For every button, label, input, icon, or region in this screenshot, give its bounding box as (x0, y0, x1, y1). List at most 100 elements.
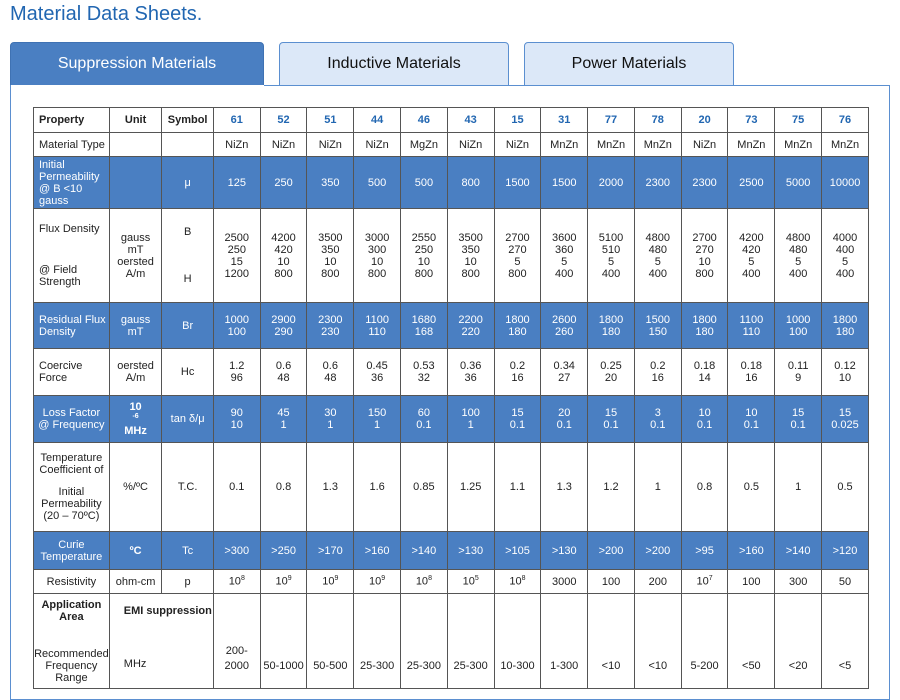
cell-value: 150 (648, 325, 667, 338)
resistivity-base: 10 (369, 575, 382, 588)
label-resistivity: Resistivity (33, 569, 110, 594)
flux-units: gauss mT oersted A/m (108, 208, 163, 303)
row-residual-flux-density: Residual Flux Density gauss mT Br 1000 10… (33, 302, 869, 349)
cell-temperature-coefficient: 1 (774, 442, 823, 532)
label-temperature-coefficient: Temperature Coefficient of Initial Perme… (33, 442, 110, 532)
label-line: Initial (58, 486, 85, 498)
cell-coercive-force: 0.2 16 (633, 348, 682, 396)
cell-initial-permeability: 1500 (540, 156, 589, 209)
resistivity-exponent: 8 (521, 575, 526, 583)
cell-loss-factor: 10 0.1 (727, 395, 776, 443)
cell-loss-factor: 30 1 (306, 395, 355, 443)
cell-resistivity: 109 (306, 569, 355, 594)
cell-value: 10 (698, 255, 711, 268)
cell-temperature-coefficient: 1.25 (446, 442, 495, 532)
label-line: Frequency (45, 659, 98, 672)
table-header-row: Property Unit Symbol 61 52 51 44 46 43 15 31 77 7… (33, 107, 869, 133)
label-line: Residual Flux (39, 313, 106, 326)
cell-value: 5 (561, 255, 568, 268)
cell-initial-permeability: 10000 (821, 156, 869, 209)
cell-value: 1500 (645, 313, 671, 326)
cell-flux-density: 5100 510 5 400 (587, 208, 635, 303)
label-coercive-force: Coercive Force (33, 348, 110, 396)
header-symbol: Symbol (161, 107, 214, 133)
label-residual-flux: Residual Flux Density (33, 302, 110, 349)
cell-temperature-coefficient: 1 (633, 442, 682, 532)
cell-frequency-range: 25-300 (400, 593, 448, 689)
coercive-units: oersted A/m (108, 348, 163, 396)
cell-value: 0.1 (696, 419, 713, 431)
cell-value: 1100 (739, 313, 764, 326)
cell-value: 420 (742, 243, 761, 256)
tab-panel: Property Unit Symbol 61 52 51 44 46 43 15 31 77 7… (10, 85, 890, 700)
cell-value: 4000 (832, 231, 858, 244)
cell-resistivity: 200 (633, 569, 682, 594)
flux-symbols: B H (161, 208, 214, 303)
label-line: Initial (39, 158, 65, 171)
cell-frequency-range: <10 (633, 593, 682, 689)
cell-value: 10 (698, 407, 711, 419)
cell-value: 0.11 (787, 360, 809, 372)
cell-value: 0.45 (366, 360, 388, 372)
cell-value: 1 (327, 419, 334, 431)
cell-value: 9 (795, 372, 802, 384)
cell-frequency-range: 200- 2000 (212, 593, 261, 689)
tab-suppression-materials[interactable]: Suppression Materials (10, 42, 264, 86)
cell-value: 800 (461, 267, 480, 280)
cell-value: 100 (461, 407, 480, 419)
cell-resistivity: 105 (446, 569, 495, 594)
cell-value: 3000 (364, 231, 390, 244)
cell-value: 0.1 (509, 419, 526, 431)
label-initial-permeability: Initial Permeability @ B <10 gauss (33, 156, 110, 209)
cell-value: 10 (230, 419, 243, 431)
resistivity-base: 50 (838, 575, 852, 588)
cell-coercive-force: 0.36 36 (446, 348, 495, 396)
cell-residual-flux: 2900 290 (259, 302, 308, 349)
cell-flux-density: 3000 300 10 800 (353, 208, 401, 303)
cell-resistivity: 50 (821, 569, 869, 594)
cell-temperature-coefficient: 0.1 (212, 442, 261, 532)
cell-value: 0.36 (459, 360, 482, 372)
cell-value: 290 (274, 325, 293, 338)
cell-resistivity: 100 (727, 569, 776, 594)
cell-residual-flux: 1800 180 (587, 302, 635, 349)
tab-power-materials[interactable]: Power Materials (524, 42, 734, 86)
cell-value: 400 (648, 267, 667, 280)
frequency-range-value: 5-200 (690, 660, 719, 672)
label-line: Application (41, 598, 102, 611)
cell-residual-flux: 1000 100 (774, 302, 823, 349)
cell-value: 48 (324, 372, 337, 384)
frequency-range-value: 200- 2000 (224, 645, 249, 672)
cell-value: 480 (788, 243, 808, 256)
cell-curie-temperature: >160 (727, 531, 776, 570)
cell-temperature-coefficient: 1.6 (353, 442, 401, 532)
cell-loss-factor: 10 0.1 (680, 395, 729, 443)
symbol-h: H (183, 272, 192, 285)
cell-curie-temperature: >140 (400, 531, 448, 570)
cell-value: 1800 (598, 313, 624, 326)
cell-value: 350 (461, 243, 480, 256)
cell-flux-density: 3500 350 10 800 (446, 208, 495, 303)
cell-value: 10 (277, 255, 290, 268)
label-line: @ Frequency (38, 419, 105, 431)
label-line: Temperature (40, 550, 103, 563)
tab-inductive-materials[interactable]: Inductive Materials (279, 42, 509, 86)
cell-coercive-force: 0.6 48 (306, 348, 355, 396)
row-flux-density: Flux Density @ Field Strength gauss mT o… (33, 208, 869, 303)
cell-value: 420 (274, 243, 293, 256)
cell-residual-flux: 2300 230 (306, 302, 355, 349)
cell-frequency-range: 5-200 (680, 593, 729, 689)
cell-residual-flux: 1680 168 (400, 302, 448, 349)
cell-loss-factor: 60 0.1 (400, 395, 448, 443)
cell-residual-flux: 1500 150 (633, 302, 682, 349)
cell-value: 0.1 (416, 419, 432, 431)
cell-coercive-force: 1.2 96 (212, 348, 261, 396)
header-material-52: 52 (259, 107, 308, 133)
cell-resistivity: 108 (212, 569, 261, 594)
cell-value: 16 (651, 372, 664, 384)
cell-value: 4200 (271, 231, 296, 244)
cell-loss-factor: 15 0.1 (587, 395, 635, 443)
cell-value: 230 (321, 325, 340, 338)
application-area-cell: EMI suppression MHz (108, 593, 214, 689)
cell-value: 4800 (785, 231, 811, 244)
